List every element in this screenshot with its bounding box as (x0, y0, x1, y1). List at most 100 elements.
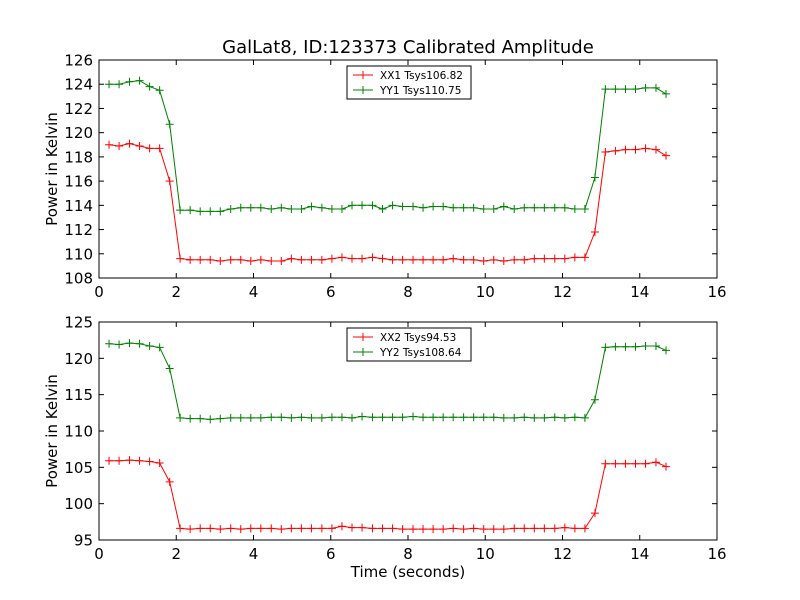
data-point (388, 524, 397, 533)
data-point (459, 525, 468, 534)
data-point (327, 524, 336, 533)
data-point (540, 413, 549, 422)
data-point (550, 524, 559, 533)
data-point (590, 173, 599, 182)
y-tick-label: 118 (64, 148, 93, 166)
data-point (186, 255, 195, 264)
data-point (125, 139, 134, 148)
y-tick-label: 124 (64, 76, 93, 94)
data-point (378, 413, 387, 422)
data-point (236, 255, 245, 264)
data-point (570, 413, 579, 422)
data-point (641, 459, 650, 468)
data-point (368, 201, 377, 210)
data-point (186, 414, 195, 423)
data-point (246, 257, 255, 266)
data-point (226, 255, 235, 264)
data-point (419, 203, 428, 212)
data-point (439, 525, 448, 534)
data-point (256, 255, 265, 264)
legend-marker (359, 333, 367, 341)
x-tick-label: 6 (326, 283, 336, 301)
data-point (307, 202, 316, 211)
data-point (601, 343, 610, 352)
data-point (125, 77, 134, 86)
data-point (115, 141, 124, 150)
data-point (530, 203, 539, 212)
data-point (459, 203, 468, 212)
data-point (145, 82, 154, 91)
data-point (287, 254, 296, 263)
data-point (459, 255, 468, 264)
legend-entry: YY2 Tsys108.64 (379, 347, 462, 359)
data-point (216, 525, 225, 534)
data-point (469, 203, 478, 212)
y-tick-label: 120 (64, 350, 93, 368)
data-point (469, 413, 478, 422)
data-point (580, 413, 589, 422)
data-point (378, 254, 387, 263)
y-tick-label: 110 (64, 245, 93, 263)
data-point (176, 254, 185, 263)
data-point (368, 253, 377, 262)
data-point (206, 207, 215, 216)
data-point (317, 524, 326, 533)
data-point (337, 253, 346, 262)
data-point (145, 144, 154, 153)
data-point (550, 254, 559, 263)
data-point (429, 202, 438, 211)
data-point (317, 255, 326, 264)
data-point (621, 459, 630, 468)
data-point (449, 524, 458, 533)
x-tick-label: 8 (403, 545, 413, 563)
data-point (388, 413, 397, 422)
x-tick-label: 12 (553, 283, 572, 301)
data-point (560, 203, 569, 212)
data-point (479, 413, 488, 422)
data-point (419, 413, 428, 422)
data-point (449, 203, 458, 212)
data-point (267, 257, 276, 266)
data-point (236, 525, 245, 534)
data-point (540, 524, 549, 533)
data-point (226, 204, 235, 213)
data-point (307, 413, 316, 422)
data-point (196, 524, 205, 533)
data-point (176, 524, 185, 533)
data-point (662, 462, 671, 471)
data-point (601, 148, 610, 157)
data-point (590, 227, 599, 236)
data-point (621, 342, 630, 351)
data-point (186, 525, 195, 534)
data-point (479, 204, 488, 213)
data-point (499, 257, 508, 266)
data-point (388, 201, 397, 210)
data-point (621, 85, 630, 94)
x-tick-label: 0 (94, 545, 104, 563)
data-point (347, 413, 356, 422)
data-point (327, 413, 336, 422)
data-point (601, 85, 610, 94)
data-point (520, 413, 529, 422)
data-point (499, 413, 508, 422)
data-point (115, 340, 124, 349)
y-tick-label: 114 (64, 197, 93, 215)
legend-entry: XX2 Tsys94.53 (380, 332, 456, 344)
data-point (550, 413, 559, 422)
data-point (378, 204, 387, 213)
data-point (176, 206, 185, 215)
series-line-YY1 Tsys110.75 (109, 80, 667, 212)
y-axis-label: Power in Kelvin (43, 112, 61, 226)
data-point (115, 456, 124, 465)
data-point (409, 525, 418, 534)
data-point (621, 145, 630, 154)
series-line-XX1 Tsys106.82 (108, 143, 667, 262)
data-point (206, 255, 215, 264)
data-point (337, 204, 346, 213)
data-point (560, 523, 569, 532)
data-point (580, 524, 589, 533)
data-point (287, 204, 296, 213)
data-point (520, 255, 529, 264)
data-point (226, 413, 235, 422)
data-point (307, 255, 316, 264)
